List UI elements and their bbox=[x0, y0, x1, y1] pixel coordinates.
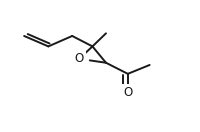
Text: O: O bbox=[75, 52, 84, 65]
Text: O: O bbox=[123, 86, 132, 99]
Text: O: O bbox=[75, 52, 84, 65]
Text: O: O bbox=[123, 86, 132, 99]
